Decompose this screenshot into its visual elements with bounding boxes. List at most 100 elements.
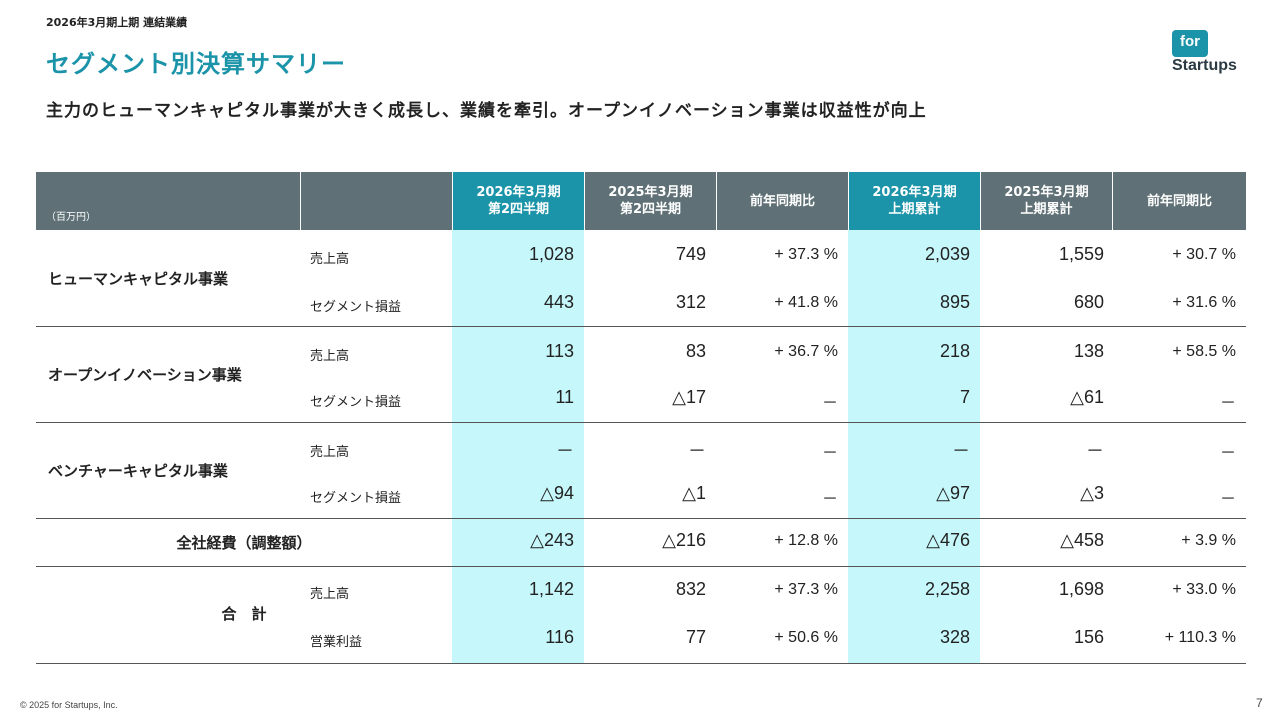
cell-value: △3 [1080,483,1104,503]
table-group: ベンチャーキャピタル事業 売上高 － － － － － － セグメント損益 △94… [36,423,1246,519]
cell-value: 328 [939,627,970,647]
cell-value: 113 [545,341,574,361]
cell-value: 2,258 [924,579,970,599]
column-header: 前年同期比 [716,172,848,230]
cell-value: 832 [675,579,706,599]
row-label: 売上高 [310,252,350,267]
cell-value: + 41.8 % [774,294,838,311]
cell-value: △1 [682,483,706,503]
cell-value: △94 [540,483,574,503]
cell-value: △17 [672,387,706,407]
table-row: セグメント損益 11 △17 － 7 △61 － [36,385,1246,415]
cell-value: + 3.9 % [1181,532,1236,549]
table-row: 売上高 1,142 832 + 37.3 % 2,258 1,698 + 33.… [36,577,1246,607]
cell-value: － [952,441,970,461]
table-row: セグメント損益 △94 △1 － △97 △3 － [36,481,1246,511]
highlight-column-q2 [452,172,584,664]
cell-value: + 33.0 % [1172,581,1236,598]
logo-badge: for [1172,30,1208,57]
table-header: （百万円） 2026年3月期 第2四半期 2025年3月期 第2四半期 前年同期比 … [36,172,1246,230]
cell-value: － [821,395,838,412]
row-label: 売上高 [310,349,350,364]
cell-value: 1,028 [528,244,574,264]
table-group: ヒューマンキャピタル事業 売上高 1,028 749 + 37.3 % 2,03… [36,230,1246,327]
cell-value: － [821,445,838,462]
table-row: 売上高 1,028 749 + 37.3 % 2,039 1,559 + 30.… [36,242,1246,272]
cell-value: △243 [530,530,574,550]
cell-value: + 37.3 % [774,581,838,598]
segment-name: ヒューマンキャピタル事業 [48,270,229,288]
cell-value: 83 [685,341,706,361]
page-title: セグメント別決算サマリー [46,50,346,78]
cell-value: △476 [926,530,970,550]
cell-value: 680 [1073,292,1104,312]
cell-value: 895 [939,292,970,312]
page-subtitle: 主力のヒューマンキャピタル事業が大きく成長し、業績を牽引。オープンイノベーション… [46,101,927,121]
cell-value: + 58.5 % [1172,343,1236,360]
cell-value: 156 [1073,627,1104,647]
cell-value: － [821,491,838,508]
segment-name: 合 計 [221,605,267,623]
table-row: △243 △216 + 12.8 % △476 △458 + 3.9 % [36,528,1246,558]
row-label: 売上高 [310,445,350,460]
row-label: セグメント損益 [310,491,402,506]
cell-value: △458 [1060,530,1104,550]
cell-value: △97 [936,483,970,503]
column-header: 2025年3月期 上期累計 [980,172,1112,230]
cell-value: － [1219,491,1236,508]
cell-value: － [688,441,706,461]
segment-summary-table: （百万円） 2026年3月期 第2四半期 2025年3月期 第2四半期 前年同期比 … [36,172,1246,664]
cell-value: + 37.3 % [774,246,838,263]
row-label: 営業利益 [310,635,363,650]
cell-value: 138 [1073,341,1104,361]
row-label: セグメント損益 [310,300,402,315]
table-group: 全社経費（調整額） △243 △216 + 12.8 % △476 △458 +… [36,519,1246,567]
table-row: セグメント損益 443 312 + 41.8 % 895 680 + 31.6 … [36,290,1246,320]
cell-value: 1,698 [1058,579,1104,599]
cell-value: 218 [939,341,970,361]
cell-value: － [1219,395,1236,412]
column-header: 2025年3月期 第2四半期 [584,172,716,230]
table-row: 売上高 113 83 + 36.7 % 218 138 + 58.5 % [36,339,1246,369]
cell-value: + 110.3 % [1164,629,1236,646]
row-label: 売上高 [310,587,350,602]
cell-value: 7 [959,387,970,407]
segment-name: オープンイノベーション事業 [48,366,242,384]
header-label-cell: （百万円） [36,172,300,230]
cell-value: 1,142 [528,579,574,599]
cell-value: △61 [1070,387,1104,407]
header-sublabel-cell [300,172,452,230]
cell-value: 11 [555,387,574,407]
cell-value: + 50.6 % [774,629,838,646]
company-logo: for Startups [1170,30,1250,80]
page-number: 7 [1256,696,1263,710]
cell-value: + 30.7 % [1172,246,1236,263]
table-group: 合 計 売上高 1,142 832 + 37.3 % 2,258 1,698 +… [36,567,1246,664]
cell-value: + 31.6 % [1172,294,1236,311]
cell-value: 312 [675,292,706,312]
table-row: 営業利益 116 77 + 50.6 % 328 156 + 110.3 % [36,625,1246,655]
cell-value: 77 [685,627,706,647]
cell-value: 443 [543,292,574,312]
cell-value: 1,559 [1058,244,1104,264]
copyright: © 2025 for Startups, Inc. [20,700,118,710]
cell-value: 116 [545,627,574,647]
logo-badge-text: for [1180,33,1200,50]
cell-value: + 12.8 % [774,532,838,549]
column-header: 前年同期比 [1112,172,1246,230]
column-header: 2026年3月期 上期累計 [848,172,980,230]
cell-value: 749 [675,244,706,264]
cell-value: + 36.7 % [774,343,838,360]
row-label: セグメント損益 [310,395,402,410]
breadcrumb: 2026年3月期上期 連結業績 [46,16,188,29]
cell-value: － [1219,445,1236,462]
segment-name: ベンチャーキャピタル事業 [48,462,228,480]
table-row: 売上高 － － － － － － [36,435,1246,465]
highlight-column-h1 [848,172,980,664]
unit-label: （百万円） [46,212,96,223]
logo-wordmark: Startups [1172,57,1237,74]
cell-value: － [556,441,574,461]
column-header: 2026年3月期 第2四半期 [452,172,584,230]
cell-value: 2,039 [924,244,970,264]
cell-value: △216 [662,530,706,550]
